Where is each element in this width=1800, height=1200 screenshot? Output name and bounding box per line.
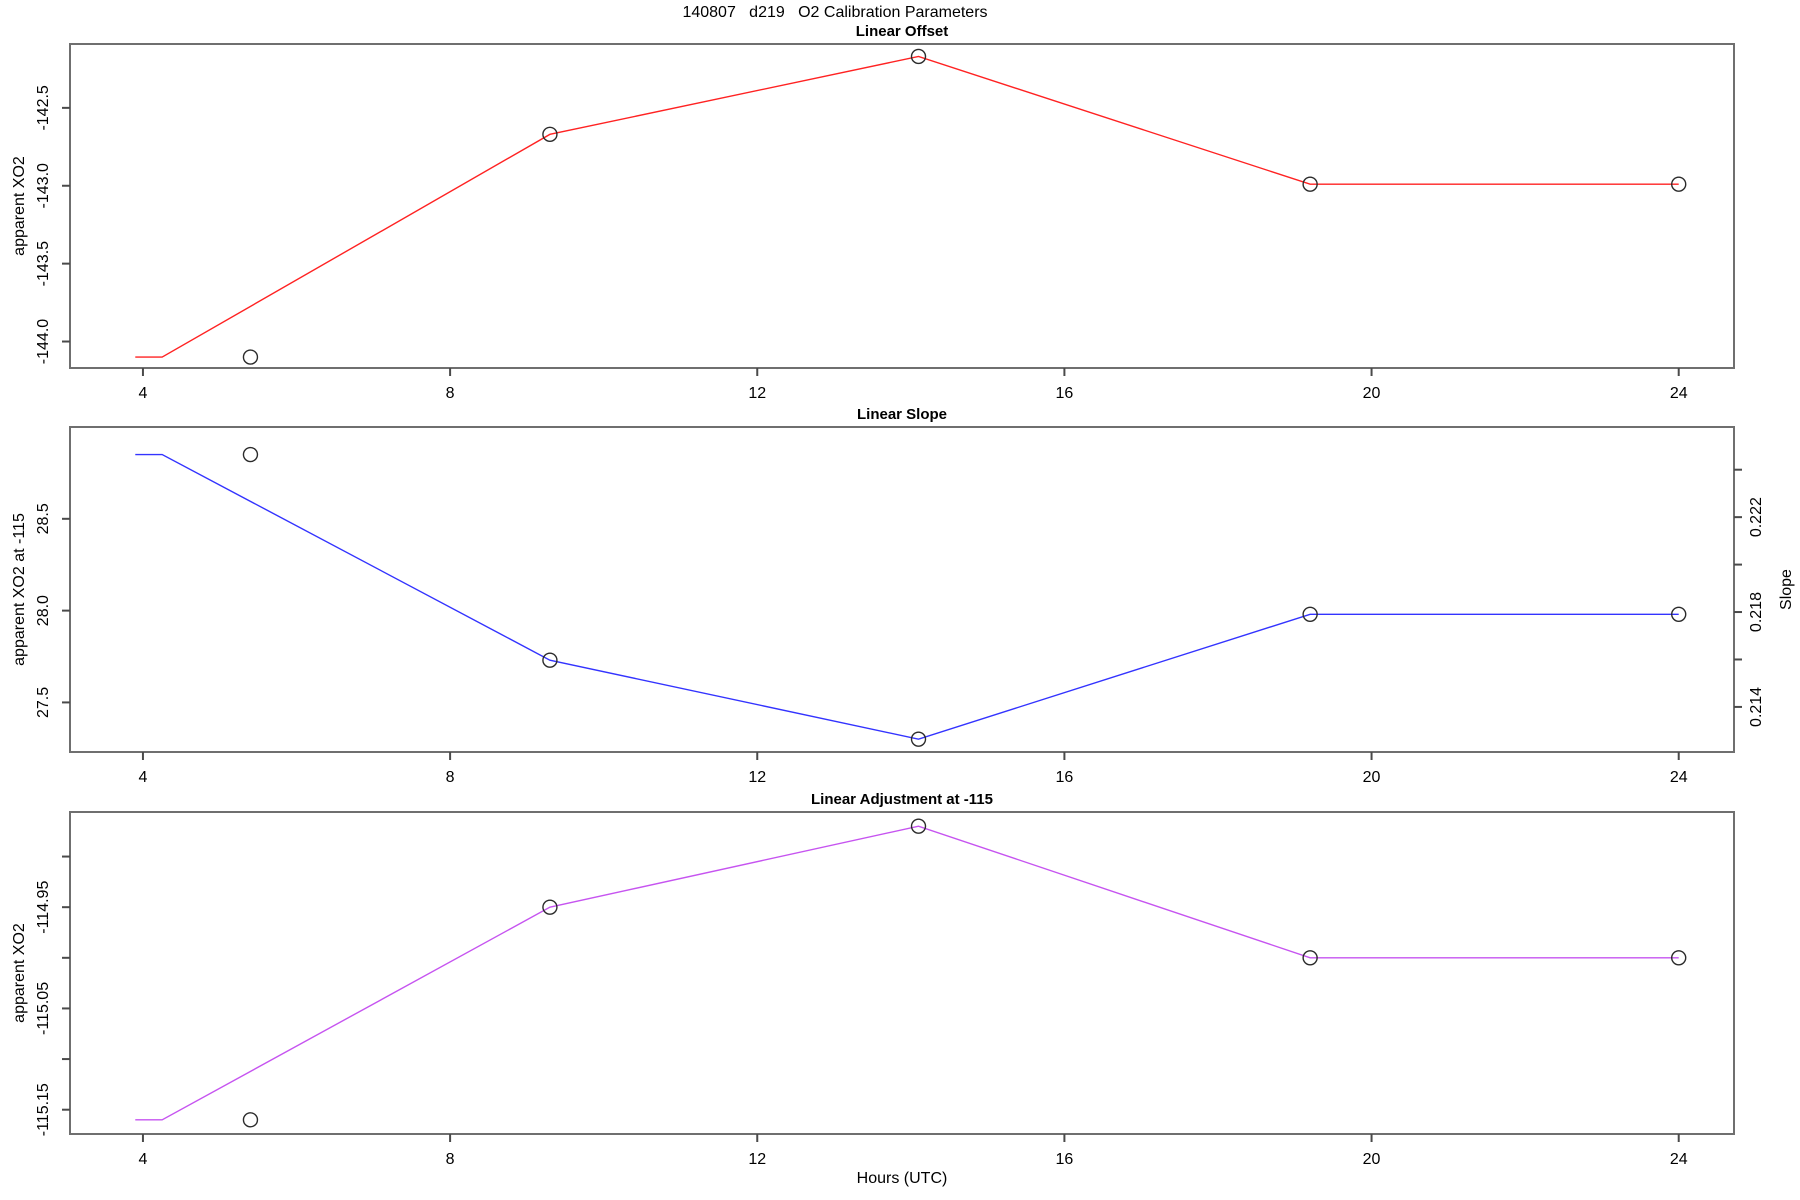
x-tick-label: 12 [748,769,766,786]
x-tick-label: 4 [138,385,147,402]
panel-title: Linear Slope [857,406,947,423]
panel-title: Linear Offset [856,23,949,40]
right-axis-label: Slope [1778,569,1795,610]
data-point-marker [1302,950,1318,966]
y-tick-label: 28.5 [35,503,52,534]
data-point-marker [1302,606,1318,622]
plot-box [69,811,1735,1135]
data-point-marker [542,652,558,668]
y-axis-label: apparent XO2 at -115 [11,513,28,666]
data-point-marker [1302,176,1318,192]
data-point-marker [242,446,259,463]
data-point-marker [242,349,259,365]
data-point-marker [242,1112,259,1128]
data-point-marker [1671,176,1687,192]
right-y-tick-label: 0.218 [1748,592,1765,632]
x-axis-label: Hours (UTC) [856,1170,948,1187]
y-tick-label: -144.0 [35,319,52,364]
x-tick-label: 16 [1056,769,1074,786]
x-tick-label: 24 [1670,769,1688,786]
y-tick-label: -143.0 [35,163,52,208]
x-tick-label: 8 [446,1151,455,1168]
main-title: 140807 d219 O2 Calibration Parameters [682,4,988,21]
right-y-tick-label: 0.214 [1748,687,1765,727]
x-tick-label: 24 [1670,385,1688,402]
plot-box [69,426,1735,753]
data-point-marker [910,731,927,747]
y-tick-label: -115.15 [35,1083,52,1136]
y-tick-label: -143.5 [35,241,52,286]
data-point-marker [542,126,558,143]
panel-title: Linear Adjustment at -115 [811,791,993,808]
y-tick-label: -115.05 [35,982,52,1035]
x-tick-label: 12 [748,385,766,402]
data-point-marker [542,899,558,915]
right-y-tick-label: 0.222 [1748,497,1765,537]
data-line [135,453,1679,740]
x-tick-label: 12 [748,1151,766,1168]
data-line [135,825,1679,1121]
y-tick-label: 27.5 [35,687,52,718]
x-tick-label: 8 [446,385,455,402]
y-tick-label: -142.5 [35,85,52,130]
x-tick-label: 4 [138,1151,147,1168]
x-tick-label: 16 [1056,1151,1074,1168]
x-tick-label: 8 [446,769,455,786]
y-tick-label: -114.95 [35,881,52,934]
data-point-marker [1671,950,1687,966]
x-tick-label: 20 [1363,1151,1381,1168]
y-tick-label: 28.0 [35,595,52,626]
data-line [135,55,1679,358]
x-tick-label: 20 [1363,769,1381,786]
x-tick-label: 24 [1670,1151,1688,1168]
data-point-marker [1671,606,1687,622]
x-tick-label: 20 [1363,385,1381,402]
y-axis-label: apparent XO2 [11,156,28,256]
x-tick-label: 16 [1056,385,1074,402]
plot-box [69,43,1735,369]
data-point-marker [910,818,927,834]
y-axis-label: apparent XO2 [11,923,28,1023]
data-point-marker [910,48,927,65]
x-tick-label: 4 [138,769,147,786]
